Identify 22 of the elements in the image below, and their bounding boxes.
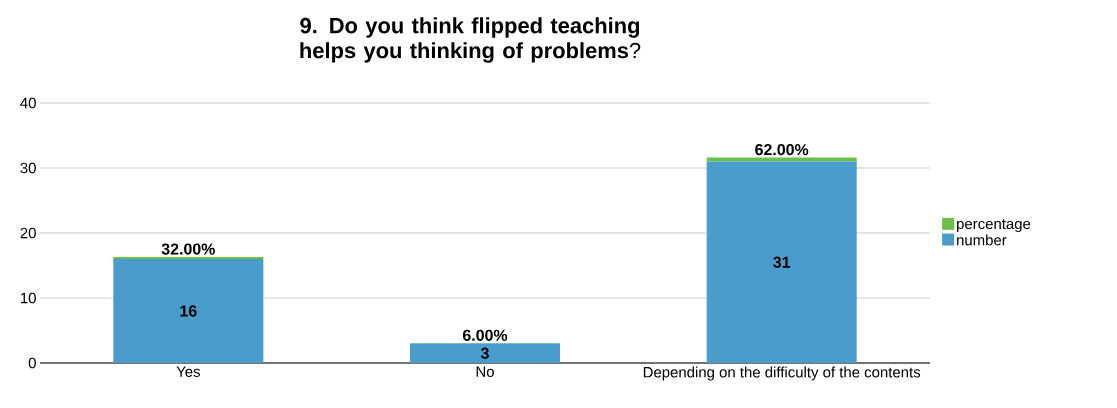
data-label: 3 [480,347,489,359]
bar [706,161,857,363]
data-label: 16 [180,305,197,317]
y-tick-label: 10 [21,292,36,304]
y-tick-label: 0 [28,357,36,369]
bar [113,256,264,259]
bar [113,259,264,363]
x-tick-label: Depending on the difficulty of the contents [643,366,921,381]
data-label: 32.00% [161,243,215,255]
legend-label: number [957,234,1007,246]
legend-label: percentage [957,219,1031,233]
x-tick-label: Yes [176,366,200,377]
x-tick-label: No [476,366,494,377]
chart-title: 9. Do you think flipped teaching helps you thinking of problems? [300,17,641,63]
bar [410,343,561,363]
data-label: 31 [773,256,791,268]
y-tick-label: 40 [20,97,36,109]
data-label: 6.00% [462,329,508,341]
bar [706,157,857,162]
y-tick-label: 30 [20,162,36,174]
data-label: 62.00% [755,143,809,156]
y-tick-label: 20 [20,227,36,239]
